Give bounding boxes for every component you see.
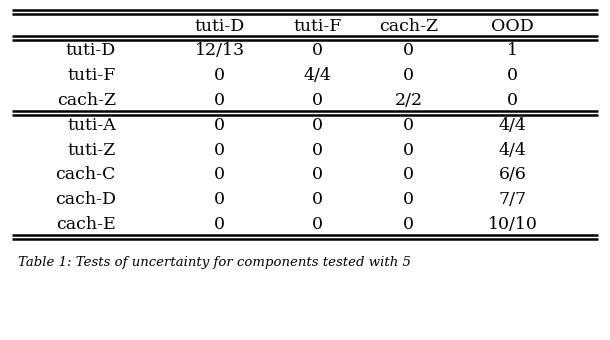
Text: 0: 0 — [214, 191, 225, 208]
Text: 0: 0 — [403, 117, 414, 134]
Text: tuti-F: tuti-F — [68, 67, 116, 84]
Text: 0: 0 — [507, 67, 518, 84]
Text: cach-E: cach-E — [56, 216, 116, 233]
Text: 0: 0 — [312, 92, 323, 109]
Text: 4/4: 4/4 — [498, 117, 526, 134]
Text: 0: 0 — [403, 67, 414, 84]
Text: tuti-D: tuti-D — [66, 42, 116, 59]
Text: 0: 0 — [312, 191, 323, 208]
Text: Table 1: Tests of uncertainty for components tested with 5: Table 1: Tests of uncertainty for compon… — [18, 256, 411, 269]
Text: 0: 0 — [214, 117, 225, 134]
Text: 0: 0 — [214, 67, 225, 84]
Text: 0: 0 — [403, 166, 414, 183]
Text: 10/10: 10/10 — [487, 216, 537, 233]
Text: tuti-F: tuti-F — [293, 17, 342, 35]
Text: 0: 0 — [312, 42, 323, 59]
Text: 0: 0 — [312, 166, 323, 183]
Text: 0: 0 — [214, 142, 225, 158]
Text: 0: 0 — [507, 92, 518, 109]
Text: cach-C: cach-C — [56, 166, 116, 183]
Text: cach-Z: cach-Z — [57, 92, 116, 109]
Text: 0: 0 — [214, 92, 225, 109]
Text: 4/4: 4/4 — [498, 142, 526, 158]
Text: cach-Z: cach-Z — [379, 17, 438, 35]
Text: 2/2: 2/2 — [395, 92, 423, 109]
Text: tuti-Z: tuti-Z — [68, 142, 116, 158]
Text: cach-D: cach-D — [55, 191, 116, 208]
Text: 0: 0 — [403, 216, 414, 233]
Text: 0: 0 — [214, 216, 225, 233]
Text: tuti-D: tuti-D — [195, 17, 245, 35]
Text: tuti-A: tuti-A — [67, 117, 116, 134]
Text: 0: 0 — [403, 42, 414, 59]
Text: 0: 0 — [312, 216, 323, 233]
Text: 0: 0 — [312, 142, 323, 158]
Text: OOD: OOD — [491, 17, 534, 35]
Text: 0: 0 — [312, 117, 323, 134]
Text: 0: 0 — [403, 142, 414, 158]
Text: 12/13: 12/13 — [195, 42, 245, 59]
Text: 1: 1 — [507, 42, 518, 59]
Text: 6/6: 6/6 — [498, 166, 526, 183]
Text: 7/7: 7/7 — [498, 191, 526, 208]
Text: 4/4: 4/4 — [303, 67, 331, 84]
Text: 0: 0 — [403, 191, 414, 208]
Text: 0: 0 — [214, 166, 225, 183]
